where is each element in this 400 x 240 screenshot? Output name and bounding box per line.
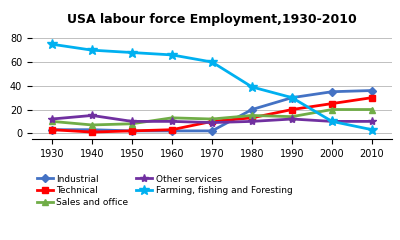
Line: Sales and office: Sales and office <box>49 107 375 128</box>
Line: Other services: Other services <box>48 111 376 127</box>
Industrial <box>290 96 294 99</box>
Industrial <box>210 129 214 132</box>
Technical <box>250 116 254 119</box>
Other services <box>210 121 214 124</box>
Farming, fishing and Foresting <box>370 128 374 131</box>
Technical <box>50 128 54 131</box>
Other services <box>290 118 294 120</box>
Sales and office <box>170 116 174 119</box>
Sales and office <box>250 114 254 117</box>
Industrial <box>170 129 174 132</box>
Sales and office <box>130 122 134 125</box>
Sales and office <box>50 120 54 123</box>
Other services <box>370 120 374 123</box>
Other services <box>170 120 174 123</box>
Other services <box>90 114 94 117</box>
Technical <box>210 120 214 123</box>
Sales and office <box>330 108 334 111</box>
Technical <box>370 96 374 99</box>
Technical <box>90 131 94 133</box>
Industrial <box>330 90 334 93</box>
Industrial <box>250 108 254 111</box>
Line: Industrial: Industrial <box>49 88 375 134</box>
Farming, fishing and Foresting <box>50 43 54 46</box>
Industrial <box>90 128 94 131</box>
Farming, fishing and Foresting <box>210 60 214 63</box>
Sales and office <box>210 118 214 120</box>
Other services <box>250 120 254 123</box>
Line: Farming, fishing and Foresting: Farming, fishing and Foresting <box>47 39 377 135</box>
Technical <box>330 102 334 105</box>
Title: USA labour force Employment,1930-2010: USA labour force Employment,1930-2010 <box>67 13 357 26</box>
Farming, fishing and Foresting <box>130 51 134 54</box>
Legend: Industrial, Technical, Sales and office, Other services, Farming, fishing and Fo: Industrial, Technical, Sales and office,… <box>36 175 292 207</box>
Other services <box>50 118 54 120</box>
Industrial <box>370 89 374 92</box>
Sales and office <box>370 108 374 111</box>
Industrial <box>50 128 54 131</box>
Farming, fishing and Foresting <box>290 96 294 99</box>
Technical <box>290 108 294 111</box>
Farming, fishing and Foresting <box>330 120 334 123</box>
Other services <box>130 120 134 123</box>
Sales and office <box>290 115 294 118</box>
Line: Technical: Technical <box>49 95 375 135</box>
Other services <box>330 120 334 123</box>
Technical <box>170 128 174 131</box>
Technical <box>130 129 134 132</box>
Farming, fishing and Foresting <box>250 85 254 88</box>
Industrial <box>130 129 134 132</box>
Farming, fishing and Foresting <box>170 54 174 56</box>
Sales and office <box>90 124 94 126</box>
Farming, fishing and Foresting <box>90 49 94 52</box>
